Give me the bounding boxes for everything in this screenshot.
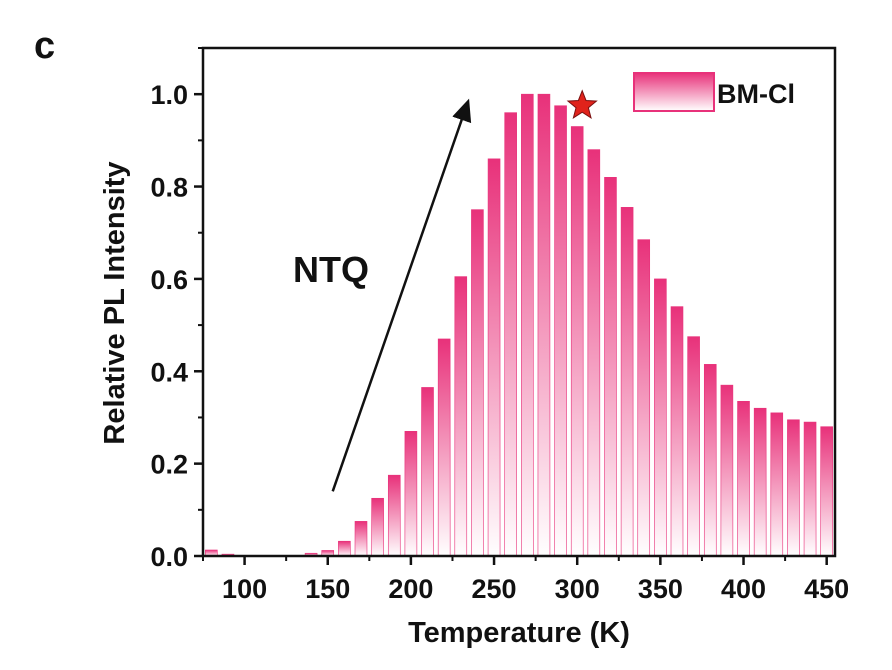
- bar-180: [371, 497, 384, 557]
- x-tick-label-450: 450: [804, 574, 849, 604]
- bar-410: [753, 407, 767, 557]
- y-tick-label-1: 0.2: [150, 450, 188, 480]
- bar-450: [820, 426, 833, 557]
- y-tick-label-4: 0.8: [150, 173, 188, 203]
- bar-160: [338, 540, 351, 557]
- x-tick-label-100: 100: [222, 574, 267, 604]
- bar-430: [787, 419, 800, 557]
- bar-320: [604, 177, 617, 557]
- bar-400: [737, 400, 750, 557]
- bars-group: [205, 93, 833, 557]
- x-tick-label-350: 350: [638, 574, 683, 604]
- bar-360: [670, 306, 684, 557]
- annotations-group: NTQ: [293, 89, 598, 492]
- x-tick-label-400: 400: [721, 574, 766, 604]
- bar-440: [803, 421, 817, 557]
- bar-270: [521, 93, 534, 557]
- bar-210: [421, 387, 434, 557]
- x-axis: 100 150 200 250 300 350 400 450: [202, 556, 849, 604]
- bar-370: [687, 336, 700, 557]
- plot-frame: [201, 46, 837, 558]
- bar-200: [404, 431, 418, 557]
- y-tick-label-2: 0.4: [150, 357, 188, 387]
- bar-170: [354, 521, 368, 557]
- bar-240: [471, 209, 484, 557]
- bar-390: [720, 384, 734, 557]
- bar-300: [570, 126, 584, 557]
- star-marker: [566, 89, 598, 119]
- bar-250: [487, 158, 501, 557]
- x-tick-label-300: 300: [555, 574, 600, 604]
- bar-350: [654, 278, 667, 557]
- panel-label: c: [34, 25, 55, 67]
- ntq-label: NTQ: [293, 249, 369, 290]
- bar-220: [437, 338, 451, 557]
- legend: BM-Cl: [633, 72, 795, 112]
- y-tick-label-5: 1.0: [150, 80, 188, 110]
- bar-340: [637, 239, 651, 557]
- bar-380: [703, 364, 717, 557]
- bar-190: [387, 474, 401, 557]
- bar-280: [537, 93, 551, 557]
- legend-label: BM-Cl: [717, 79, 795, 109]
- bar-330: [620, 207, 634, 557]
- bar-420: [770, 412, 784, 557]
- bar-230: [454, 276, 468, 557]
- bar-260: [504, 112, 517, 557]
- y-axis-title: Relative PL Intensity: [99, 161, 131, 444]
- x-tick-label-150: 150: [305, 574, 350, 604]
- y-axis: 0.0 0.2 0.4 0.6 0.8 1.0: [150, 47, 203, 572]
- ntq-arrow: [331, 98, 472, 492]
- y-tick-label-3: 0.6: [150, 265, 188, 295]
- y-tick-label-0: 0.0: [150, 542, 188, 572]
- bar-290: [554, 105, 567, 557]
- x-axis-title: Temperature (K): [408, 617, 630, 649]
- legend-swatch: [633, 72, 715, 112]
- x-tick-label-200: 200: [388, 574, 433, 604]
- x-tick-label-250: 250: [472, 574, 517, 604]
- bar-310: [587, 149, 601, 557]
